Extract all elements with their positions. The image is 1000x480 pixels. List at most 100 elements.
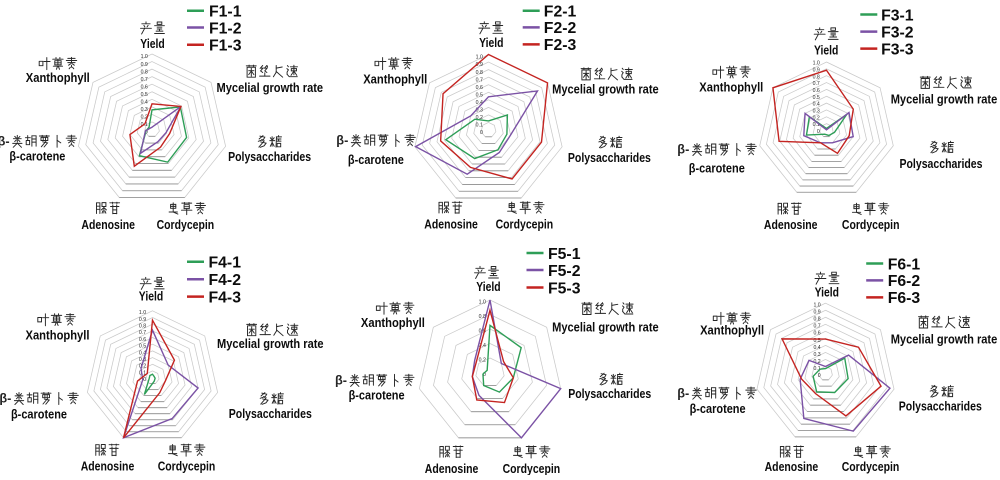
svg-text:-: - [7, 392, 11, 406]
svg-text:0.7: 0.7 [141, 77, 148, 83]
svg-text:Adenosine: Adenosine [765, 459, 819, 474]
svg-text:F3-1: F3-1 [881, 7, 914, 24]
svg-text:F2-1: F2-1 [544, 4, 577, 21]
svg-text:0.6: 0.6 [813, 331, 820, 337]
svg-text:1.0: 1.0 [813, 61, 820, 67]
svg-text:Mycelial growth rate: Mycelial growth rate [891, 91, 998, 106]
svg-text:Cordycepin: Cordycepin [496, 216, 554, 231]
svg-text:0.8: 0.8 [139, 324, 146, 330]
svg-text:0.9: 0.9 [139, 317, 146, 323]
svg-text:0.3: 0.3 [813, 352, 820, 358]
svg-text:0.7: 0.7 [476, 77, 483, 83]
svg-text:Xanthophyll: Xanthophyll [26, 327, 90, 342]
svg-text:Yield: Yield [815, 285, 839, 300]
svg-text:Mycelial growth rate: Mycelial growth rate [552, 82, 659, 97]
svg-text:0: 0 [817, 129, 820, 135]
svg-text:0: 0 [143, 377, 146, 383]
svg-text:Xanthophyll: Xanthophyll [361, 315, 425, 330]
svg-text:β-carotene: β-carotene [9, 148, 65, 163]
svg-text:Adenosine: Adenosine [425, 461, 479, 475]
svg-text:β: β [335, 374, 343, 388]
svg-text:0.2: 0.2 [476, 115, 483, 121]
svg-text:F5-2: F5-2 [548, 263, 581, 280]
svg-text:0.9: 0.9 [476, 62, 483, 68]
svg-text:0.8: 0.8 [813, 317, 820, 323]
svg-text:-: - [344, 134, 348, 148]
svg-text:0.1: 0.1 [476, 123, 483, 129]
svg-text:Mycelial growth rate: Mycelial growth rate [217, 80, 324, 95]
svg-text:0: 0 [480, 130, 483, 136]
svg-text:Adenosine: Adenosine [424, 216, 478, 231]
svg-text:F5-1: F5-1 [548, 246, 581, 263]
svg-text:0.4: 0.4 [141, 100, 148, 106]
svg-text:Xanthophyll: Xanthophyll [26, 70, 90, 85]
svg-text:Yield: Yield [814, 42, 838, 57]
svg-text:β: β [677, 143, 685, 157]
svg-text:β-carotene: β-carotene [11, 406, 67, 421]
svg-text:1.0: 1.0 [476, 55, 483, 61]
svg-text:Cordycepin: Cordycepin [503, 461, 561, 475]
svg-text:β-carotene: β-carotene [689, 160, 745, 175]
svg-text:Polysaccharides: Polysaccharides [899, 399, 982, 414]
svg-text:0.7: 0.7 [813, 81, 820, 87]
svg-text:0.4: 0.4 [813, 102, 820, 108]
svg-text:0.5: 0.5 [476, 93, 483, 99]
svg-text:Polysaccharides: Polysaccharides [229, 406, 312, 421]
svg-text:Yield: Yield [139, 289, 163, 304]
svg-text:0.2: 0.2 [139, 364, 146, 370]
svg-text:Xanthophyll: Xanthophyll [699, 80, 763, 95]
svg-text:Cordycepin: Cordycepin [157, 217, 215, 232]
svg-text:0.8: 0.8 [476, 70, 483, 76]
svg-text:0.4: 0.4 [479, 343, 486, 349]
svg-text:0.5: 0.5 [139, 344, 146, 350]
svg-text:0.5: 0.5 [141, 92, 148, 98]
svg-text:1.0: 1.0 [479, 300, 486, 306]
svg-text:-: - [685, 143, 689, 157]
svg-text:1.0: 1.0 [141, 54, 148, 60]
svg-text:-: - [5, 135, 9, 149]
svg-text:F5-3: F5-3 [548, 280, 581, 297]
svg-text:F4-1: F4-1 [209, 255, 242, 272]
svg-text:0.7: 0.7 [813, 324, 820, 330]
svg-text:0.4: 0.4 [476, 100, 483, 106]
svg-text:0.1: 0.1 [813, 366, 820, 372]
svg-text:Yield: Yield [140, 36, 164, 51]
svg-text:F6-1: F6-1 [888, 256, 921, 273]
svg-text:Xanthophyll: Xanthophyll [363, 71, 427, 86]
svg-text:0.9: 0.9 [141, 62, 148, 68]
svg-text:F3-3: F3-3 [881, 41, 914, 58]
svg-text:F2-3: F2-3 [544, 37, 577, 54]
svg-text:0.2: 0.2 [141, 115, 148, 121]
svg-text:Mycelial growth rate: Mycelial growth rate [217, 336, 324, 351]
svg-text:0: 0 [483, 372, 486, 378]
svg-text:0.4: 0.4 [813, 345, 820, 351]
svg-text:Yield: Yield [479, 35, 503, 50]
svg-text:F1-3: F1-3 [209, 38, 242, 55]
svg-text:0.8: 0.8 [479, 314, 486, 320]
svg-text:0.7: 0.7 [139, 330, 146, 336]
svg-text:1.0: 1.0 [139, 310, 146, 316]
svg-text:F1-1: F1-1 [209, 4, 242, 21]
svg-text:0.5: 0.5 [813, 95, 820, 101]
svg-text:F4-2: F4-2 [209, 272, 242, 289]
svg-text:-: - [685, 386, 689, 400]
svg-text:F6-3: F6-3 [888, 290, 921, 307]
svg-text:β: β [336, 134, 344, 148]
svg-text:0.8: 0.8 [141, 69, 148, 75]
svg-text:0.2: 0.2 [813, 359, 820, 365]
svg-text:F4-3: F4-3 [209, 289, 242, 306]
svg-text:0.6: 0.6 [476, 85, 483, 91]
svg-text:Xanthophyll: Xanthophyll [700, 323, 764, 338]
svg-text:β: β [677, 386, 685, 400]
svg-text:Mycelial growth rate: Mycelial growth rate [891, 332, 998, 347]
svg-text:β-carotene: β-carotene [349, 387, 405, 402]
svg-text:0.8: 0.8 [813, 74, 820, 80]
svg-text:β: β [0, 135, 6, 149]
svg-text:0: 0 [145, 130, 148, 136]
svg-text:0.3: 0.3 [141, 107, 148, 113]
svg-text:Polysaccharides: Polysaccharides [568, 150, 651, 165]
svg-text:Cordycepin: Cordycepin [842, 217, 900, 232]
svg-text:β: β [0, 392, 7, 406]
svg-text:0.9: 0.9 [813, 67, 820, 73]
svg-text:-: - [343, 374, 347, 388]
